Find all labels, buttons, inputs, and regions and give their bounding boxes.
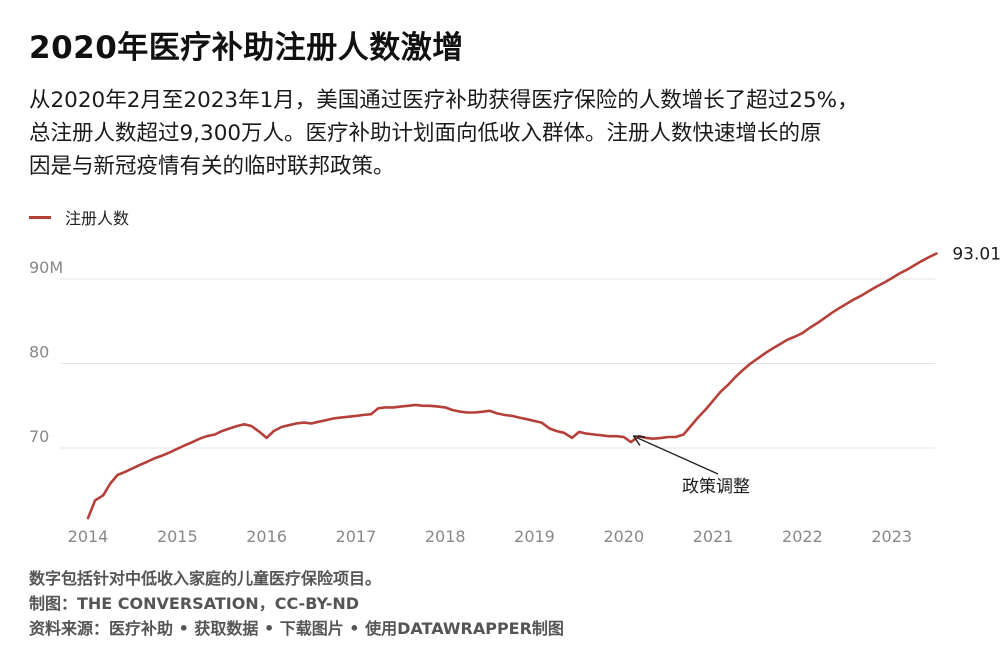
y-tick-label: 80 [29,343,49,362]
annotation-arrowhead [632,435,646,446]
x-tick-label: 2019 [514,527,555,546]
y-tick-label: 70 [29,427,49,446]
chart-title: 2020年医疗补助注册人数激增 [29,30,464,66]
x-tick-label: 2023 [871,527,912,546]
footnote: 数字包括针对中低收入家庭的儿童医疗保险项目。 [29,569,382,588]
series-end-label: 93.01M [952,245,1000,265]
annotation-label: 政策调整 [682,477,750,497]
y-tick-label: 90M [29,258,63,277]
description-line-3: 因是与新冠疫情有关的临时联邦政策。 [29,154,395,179]
description-line-2: 总注册人数超过9,300万人。医疗补助计划面向低收入群体。注册人数快速增长的原 [29,121,822,146]
credit-line: 制图：THE CONVERSATION，CC-BY-ND [29,594,360,613]
x-tick-label: 2021 [693,527,734,546]
source-line: 资料来源：医疗补助 • 获取数据 • 下载图片 • 使用DATAWRAPPER制… [29,619,564,638]
x-tick-label: 2018 [425,527,466,546]
description-line-1: 从2020年2月至2023年1月，美国通过医疗补助获得医疗保险的人数增长了超过2… [29,88,859,113]
x-tick-label: 2016 [246,527,287,546]
x-tick-label: 2020 [603,527,644,546]
chart-description: 从2020年2月至2023年1月，美国通过医疗补助获得医疗保险的人数增长了超过2… [29,84,979,183]
legend-swatch [29,215,51,219]
annotation-arrow-line [637,437,719,475]
x-tick-label: 2015 [157,527,198,546]
chart-footer: 数字包括针对中低收入家庭的儿童医疗保险项目。 制图：THE CONVERSATI… [29,566,564,641]
legend-label: 注册人数 [65,209,130,228]
chart-legend: 注册人数 [29,204,129,230]
x-tick-label: 2022 [782,527,823,546]
enrollment-series-line [86,252,938,520]
x-tick-label: 2017 [336,527,377,546]
x-tick-label: 2014 [68,527,109,546]
